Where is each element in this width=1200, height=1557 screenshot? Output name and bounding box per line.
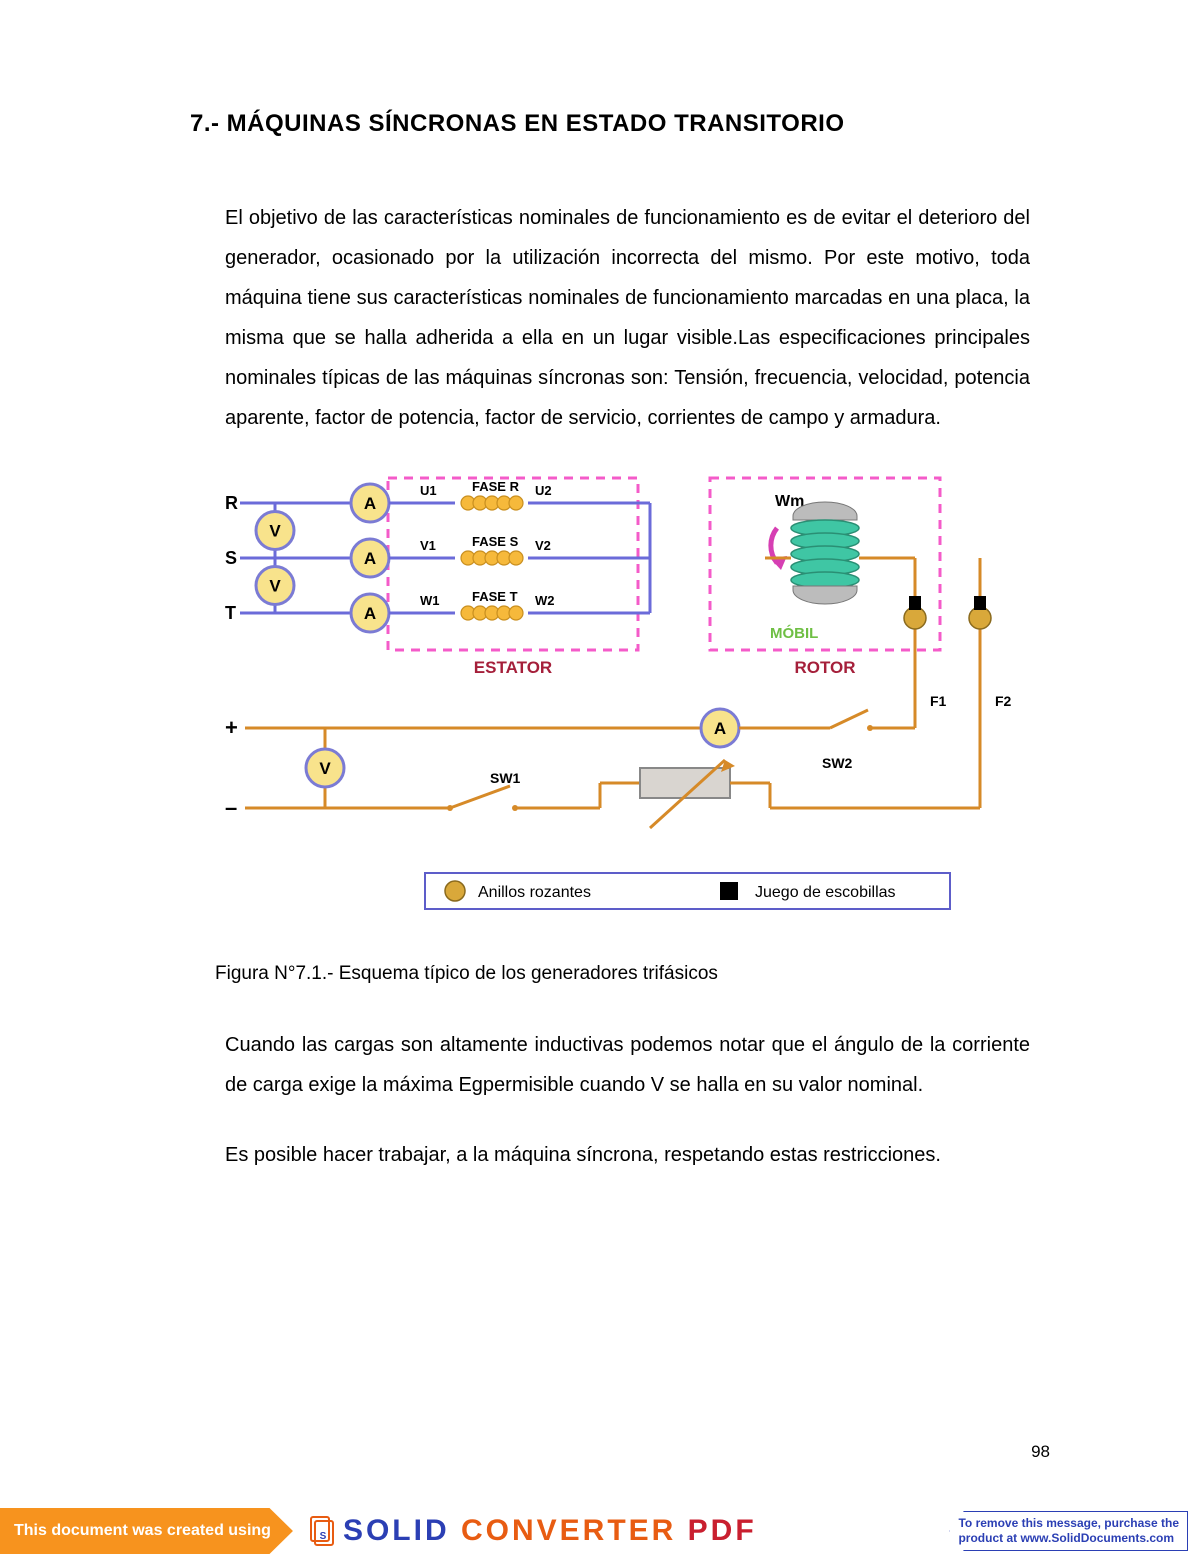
svg-text:F1: F1 — [930, 693, 947, 709]
footer-right-note: To remove this message, purchase the pro… — [949, 1511, 1188, 1551]
footer-right-line2: product at www.SolidDocuments.com — [958, 1531, 1179, 1546]
paragraph-1: El objetivo de las características nomin… — [190, 198, 1030, 438]
svg-text:A: A — [714, 719, 726, 738]
rheostat — [640, 768, 730, 798]
svg-text:A: A — [364, 549, 376, 568]
svg-text:FASE S: FASE S — [472, 534, 519, 549]
svg-text:U2: U2 — [535, 483, 552, 498]
paragraph-2: Cuando las cargas son altamente inductiv… — [190, 1025, 1030, 1105]
section-heading: 7.- MÁQUINAS SÍNCRONAS EN ESTADO TRANSIT… — [190, 110, 1030, 138]
brand-solid: SOLID — [343, 1514, 461, 1547]
slip-ring — [904, 607, 926, 629]
footer-url[interactable]: www.SolidDocuments.com — [1020, 1531, 1174, 1545]
coil — [461, 551, 523, 565]
svg-text:ROTOR: ROTOR — [794, 658, 855, 677]
svg-text:V1: V1 — [420, 538, 436, 553]
svg-text:F2: F2 — [995, 693, 1012, 709]
svg-text:Juego de escobillas: Juego de escobillas — [755, 884, 896, 901]
svg-text:–: – — [225, 795, 237, 820]
svg-text:Anillos rozantes: Anillos rozantes — [478, 884, 591, 901]
svg-text:FASE R: FASE R — [472, 479, 520, 494]
svg-text:SW2: SW2 — [822, 755, 853, 771]
coil — [461, 606, 523, 620]
meter-V: V — [256, 512, 294, 550]
brand-pdf: PDF — [688, 1514, 757, 1547]
svg-text:W2: W2 — [535, 593, 555, 608]
figure-diagram: R A U1 FASE R U2 S A V1 FASE S V2 T A W1 FASE T W2 V V ES… — [210, 468, 1030, 943]
svg-text:A: A — [364, 604, 376, 623]
page: 7.- MÁQUINAS SÍNCRONAS EN ESTADO TRANSIT… — [0, 0, 1200, 1557]
svg-text:R: R — [225, 493, 238, 513]
svg-text:ESTATOR: ESTATOR — [474, 658, 552, 677]
meter-A: A — [351, 484, 389, 522]
paragraph-3: Es posible hacer trabajar, a la máquina … — [190, 1135, 1030, 1175]
svg-text:MÓBIL: MÓBIL — [770, 624, 818, 642]
slip-ring — [969, 607, 991, 629]
svg-text:V2: V2 — [535, 538, 551, 553]
svg-text:T: T — [225, 603, 236, 623]
footer-brand: SOLID CONVERTER PDF — [343, 1514, 757, 1548]
meter-A: A — [351, 594, 389, 632]
brush — [909, 596, 921, 610]
svg-text:S: S — [320, 1531, 327, 1542]
svg-text:U1: U1 — [420, 483, 437, 498]
pdf-icon: S — [305, 1514, 339, 1548]
meter-V: V — [306, 749, 344, 787]
meter-V: V — [256, 567, 294, 605]
svg-text:FASE T: FASE T — [472, 589, 518, 604]
footer-banner: This document was created using S SOLID … — [0, 1505, 1200, 1557]
page-number: 98 — [1031, 1442, 1050, 1462]
svg-text:V: V — [269, 577, 281, 596]
svg-text:W1: W1 — [420, 593, 440, 608]
meter-A: A — [701, 709, 739, 747]
svg-text:S: S — [225, 548, 237, 568]
svg-text:V: V — [269, 522, 281, 541]
brand-converter: CONVERTER — [461, 1514, 688, 1547]
figure-caption: Figura N°7.1.- Esquema típico de los gen… — [215, 963, 1030, 985]
footer-left-badge: This document was created using — [0, 1508, 293, 1554]
meter-A: A — [351, 539, 389, 577]
svg-text:SW1: SW1 — [490, 770, 521, 786]
brush — [974, 596, 986, 610]
footer-logo: S SOLID CONVERTER PDF — [305, 1514, 757, 1548]
schematic-svg: R A U1 FASE R U2 S A V1 FASE S V2 T A W1 FASE T W2 V V ES… — [210, 468, 1030, 938]
footer-right-line1: To remove this message, purchase the — [958, 1516, 1179, 1531]
svg-text:+: + — [225, 715, 238, 740]
coil — [461, 496, 523, 510]
svg-text:A: A — [364, 494, 376, 513]
svg-text:V: V — [319, 759, 331, 778]
